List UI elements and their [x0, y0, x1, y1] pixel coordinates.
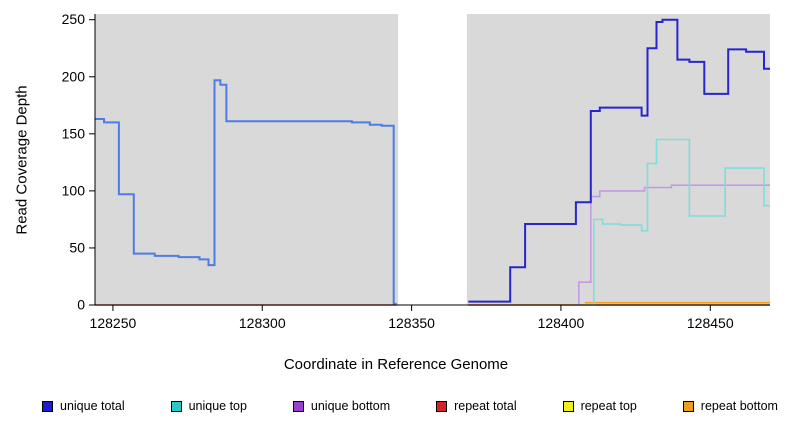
legend-label-unique-total: unique total	[60, 399, 125, 413]
legend-item-unique-total: unique total	[42, 399, 125, 413]
x-axis-title: Coordinate in Reference Genome	[283, 356, 509, 373]
legend-item-repeat-bottom: repeat bottom	[682, 399, 778, 413]
legend-item-unique-top: unique top	[170, 399, 247, 413]
coverage-gap-region	[398, 14, 467, 305]
unique-total-right-line	[468, 18, 770, 303]
y-tick-label: 250	[62, 11, 86, 27]
legend: unique total unique top unique bottom repea…	[42, 399, 778, 413]
y-tick-label: 200	[62, 68, 86, 84]
legend-item-repeat-top: repeat top	[562, 399, 637, 413]
y-tick-label: 0	[77, 297, 85, 313]
legend-item-repeat-total: repeat total	[436, 399, 517, 413]
unique-bottom-line	[572, 184, 770, 306]
x-tick-label: 128350	[388, 315, 435, 331]
legend-label-repeat-bottom: repeat bottom	[700, 399, 778, 413]
x-tick-label: 128300	[239, 315, 286, 331]
legend-item-unique-bottom: unique bottom	[292, 399, 391, 413]
x-tick-label: 128450	[687, 315, 734, 331]
y-tick-label: 100	[62, 182, 86, 198]
coverage-plot: 128250 128300 128350 128400 128450 0 50 100 150 2…	[62, 11, 770, 331]
legend-label-repeat-total: repeat total	[454, 399, 517, 413]
legend-swatch-unique-total	[42, 400, 53, 412]
legend-label-unique-top: unique top	[188, 399, 247, 413]
legend-label-repeat-top: repeat top	[580, 399, 637, 413]
legend-swatch-unique-bottom	[292, 400, 304, 412]
unique-total-left-line	[95, 79, 397, 305]
x-tick-label: 128400	[538, 315, 585, 331]
x-tick-label: 128250	[90, 315, 137, 331]
legend-swatch-repeat-bottom	[682, 400, 694, 412]
legend-label-unique-bottom: unique bottom	[310, 399, 391, 413]
y-axis-title: Read Coverage Depth	[13, 85, 31, 235]
y-tick-label: 150	[62, 125, 86, 141]
legend-swatch-unique-top	[170, 400, 182, 412]
legend-swatch-repeat-total	[436, 400, 448, 412]
unique-top-line	[584, 138, 770, 306]
legend-swatch-repeat-top	[562, 400, 574, 412]
y-tick-label: 50	[69, 239, 85, 255]
